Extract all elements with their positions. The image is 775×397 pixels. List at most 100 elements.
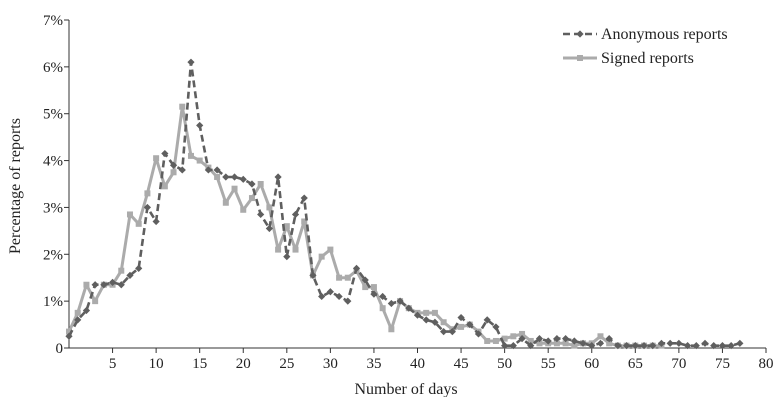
x-tick-label: 50 bbox=[497, 356, 512, 372]
data-point bbox=[458, 323, 465, 330]
data-point bbox=[536, 340, 543, 347]
data-point bbox=[361, 276, 369, 284]
data-point bbox=[266, 204, 273, 211]
x-tick-label: 20 bbox=[236, 356, 251, 372]
data-point bbox=[230, 173, 239, 181]
data-point bbox=[362, 284, 369, 291]
data-point bbox=[570, 337, 578, 345]
data-point bbox=[222, 199, 229, 206]
data-point bbox=[161, 183, 168, 190]
data-point bbox=[640, 342, 648, 350]
data-point bbox=[631, 342, 639, 350]
data-point bbox=[562, 340, 569, 347]
data-point bbox=[336, 274, 343, 281]
series-anonymous bbox=[65, 58, 744, 350]
data-point bbox=[100, 281, 108, 289]
series-line bbox=[67, 105, 662, 348]
data-point bbox=[701, 339, 709, 347]
data-point bbox=[683, 342, 692, 350]
data-point bbox=[118, 267, 125, 274]
data-point bbox=[448, 328, 456, 336]
data-point bbox=[187, 58, 195, 66]
data-point bbox=[562, 335, 570, 343]
y-tick-label: 7% bbox=[43, 13, 63, 29]
chart-axes: 0 1% 2% 3% 4% 5% 6% 7% 5 10 15 20 25 30 35 40 45 50 55 60 65… bbox=[43, 13, 774, 372]
data-point bbox=[240, 206, 247, 213]
data-point bbox=[423, 309, 430, 316]
data-point bbox=[222, 173, 230, 181]
data-point bbox=[370, 284, 377, 291]
data-point bbox=[579, 339, 587, 347]
data-point bbox=[553, 340, 560, 347]
data-point bbox=[527, 342, 535, 350]
x-tick-label: 25 bbox=[279, 356, 294, 372]
y-axis-title: Percentage of reports bbox=[7, 118, 24, 254]
data-point bbox=[283, 223, 290, 230]
data-point bbox=[326, 288, 334, 296]
data-point bbox=[161, 149, 169, 158]
data-point bbox=[126, 271, 134, 279]
data-point bbox=[344, 297, 352, 305]
data-point bbox=[239, 175, 247, 183]
data-point bbox=[596, 339, 605, 347]
data-point bbox=[379, 305, 386, 312]
data-point bbox=[483, 316, 491, 324]
x-tick-label: 30 bbox=[323, 356, 338, 372]
data-point bbox=[605, 335, 613, 343]
data-point bbox=[484, 337, 491, 344]
data-point bbox=[170, 169, 177, 176]
data-point bbox=[292, 246, 299, 253]
data-point bbox=[606, 340, 613, 347]
x-tick-label: 55 bbox=[541, 356, 556, 372]
data-point bbox=[143, 203, 152, 212]
data-point bbox=[544, 337, 552, 345]
data-point bbox=[509, 342, 517, 350]
data-point bbox=[248, 195, 255, 202]
data-point bbox=[248, 180, 256, 188]
x-tick-label: 15 bbox=[192, 356, 207, 372]
data-point bbox=[92, 298, 99, 305]
data-point bbox=[457, 313, 465, 322]
y-tick-label: 3% bbox=[43, 200, 63, 216]
x-tick-label: 35 bbox=[366, 356, 381, 372]
data-point bbox=[623, 342, 631, 350]
data-point bbox=[666, 339, 674, 347]
data-point bbox=[501, 342, 509, 350]
y-tick-label: 1% bbox=[43, 294, 63, 310]
data-point bbox=[126, 211, 133, 218]
data-point bbox=[327, 246, 334, 253]
data-point bbox=[657, 339, 666, 347]
data-point bbox=[283, 253, 291, 261]
data-point bbox=[318, 292, 326, 301]
data-point bbox=[196, 157, 203, 164]
data-point bbox=[153, 155, 160, 162]
data-point bbox=[710, 342, 718, 350]
data-point bbox=[474, 330, 483, 338]
data-point bbox=[510, 333, 517, 340]
data-point bbox=[492, 337, 499, 344]
legend-marker bbox=[576, 30, 584, 38]
y-tick-label: 4% bbox=[43, 154, 63, 170]
data-point bbox=[91, 281, 99, 289]
y-tick-label: 5% bbox=[43, 107, 63, 123]
data-point bbox=[413, 311, 422, 319]
data-point bbox=[718, 342, 727, 350]
data-point bbox=[387, 299, 395, 308]
data-point bbox=[379, 292, 387, 301]
data-point bbox=[344, 274, 351, 281]
data-point bbox=[396, 297, 404, 305]
x-tick-label: 80 bbox=[759, 356, 774, 372]
series-layer bbox=[65, 58, 744, 350]
series-line bbox=[67, 60, 741, 348]
data-point bbox=[291, 210, 300, 219]
data-point bbox=[74, 309, 81, 316]
data-point bbox=[553, 335, 561, 343]
data-point bbox=[169, 161, 178, 169]
data-point bbox=[117, 281, 125, 289]
legend-item-signed: Signed reports bbox=[563, 50, 694, 67]
x-tick-label: 5 bbox=[109, 356, 117, 372]
data-point bbox=[301, 218, 308, 225]
data-point bbox=[535, 335, 544, 343]
data-point bbox=[597, 333, 604, 340]
data-point bbox=[300, 194, 308, 202]
